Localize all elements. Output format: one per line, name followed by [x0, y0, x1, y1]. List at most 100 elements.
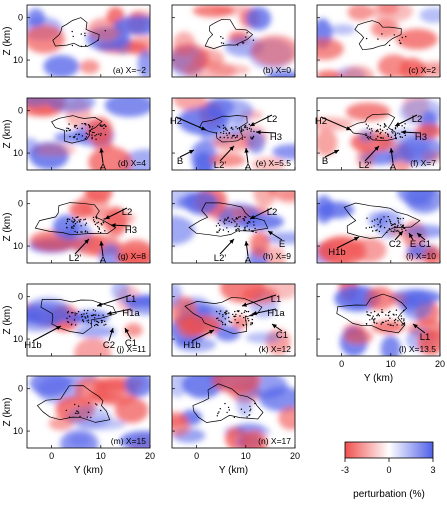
panel-label: (m) X=15 [111, 436, 146, 446]
panel-label: (c) X=2 [408, 65, 436, 75]
panel: (k) X=12 L1 H1a H1b C1 [171, 283, 296, 357]
hypocenters [220, 32, 255, 46]
annotation: H1b [183, 329, 215, 351]
y-tick-label: 0 [18, 292, 23, 302]
annotation-label: L2 [267, 114, 278, 125]
panel-label: (g) X=8 [118, 251, 146, 261]
annotation-label: E [279, 239, 285, 250]
annotation-label: H1b [183, 340, 200, 351]
annotation-label: A [100, 255, 107, 266]
annotation-label: H3 [415, 132, 427, 143]
annotation-label: E [410, 239, 416, 250]
x-tick-label: 10 [96, 451, 106, 461]
annotation: L2 [394, 114, 423, 127]
y-tick-label: 10 [13, 241, 23, 251]
annotation: H1b [24, 325, 62, 351]
perturbation-field [317, 5, 440, 77]
annotation-label: A [245, 162, 252, 173]
annotation-label: H1b [24, 340, 41, 351]
perturbation-field [27, 6, 150, 77]
panel: 0 10 20 (l) X=13.5L1 [316, 283, 445, 369]
annotation-label: L1 [126, 294, 137, 305]
panel-frame [171, 4, 296, 78]
annotation: L2 [104, 207, 132, 220]
annotation-label: H1a [267, 308, 285, 319]
annotation-label: L2 [412, 114, 423, 125]
annotation: C1 [271, 323, 288, 341]
perturbation-field [29, 191, 150, 263]
hypocenters [365, 309, 406, 327]
annotation-label: B [177, 156, 183, 167]
perturbation-field [172, 376, 295, 448]
panel-frame [316, 97, 441, 171]
hypocenters [65, 123, 107, 140]
y-tick-label: 10 [13, 55, 23, 65]
panel: 0 10 (a) X=−2 [13, 4, 151, 78]
annotation: H3 [255, 130, 282, 143]
panel-label: (e) X=5.5 [256, 158, 291, 168]
hypocenters [65, 402, 102, 419]
perturbation-field [334, 284, 440, 356]
annotation: E [408, 232, 416, 250]
x-tick-label: 20 [435, 359, 445, 369]
y-tick-label: 10 [13, 148, 23, 158]
annotation-label: L2' [69, 253, 82, 264]
region-outline [40, 299, 117, 334]
x-tick-label: 10 [241, 451, 251, 461]
annotation-label: C1 [276, 330, 288, 341]
annotation-label: C1 [419, 239, 431, 250]
panel: (h) X=9 L2 E L2' A [171, 190, 296, 266]
region-outline [52, 17, 100, 48]
annotation: A [244, 240, 252, 266]
region-outline [34, 202, 117, 236]
colorbar: -3 0 3 perturbation (%) [341, 441, 436, 500]
panel-label: (h) X=9 [263, 251, 291, 261]
annotation: H1a [106, 308, 140, 319]
panel-label: (a) X=−2 [113, 65, 146, 75]
annotation: L1 [412, 323, 430, 343]
panel-frame [316, 4, 441, 78]
hypocenters [65, 216, 106, 234]
annotation-label: H3 [270, 132, 282, 143]
annotation-label: A [100, 162, 107, 173]
x-tick-label: 0 [194, 451, 199, 461]
annotation-label: A [245, 255, 252, 266]
annotation-label: H1b [328, 247, 345, 258]
annotation-label: B [322, 156, 328, 167]
hypocenters [215, 310, 254, 327]
colorbar-tick-max: 3 [430, 465, 435, 475]
x-axis-label: Y (km) [74, 465, 103, 476]
hypocenters [365, 123, 407, 140]
annotation: C1 [124, 327, 137, 349]
x-tick-label: 0 [49, 451, 54, 461]
region-outline [204, 18, 254, 49]
colorbar-tick-min: -3 [341, 465, 349, 475]
x-tick-label: 20 [290, 451, 300, 461]
panel: 0 10 0 10 20 (m) X=15 [13, 375, 155, 461]
annotation: L2' [214, 238, 235, 264]
annotation: A [99, 147, 107, 173]
annotation: E [267, 230, 285, 250]
panel-frame [26, 375, 151, 449]
annotation: H3 [110, 223, 137, 236]
panel: 0 10 (j) X=11 L1 H1a H1b C2 C1 [13, 283, 151, 357]
annotation-label: L2 [267, 207, 278, 218]
y-axis-label: Z (km) [2, 213, 13, 242]
panel-frame [26, 283, 151, 357]
annotation: L1 [96, 294, 137, 307]
region-outline [343, 202, 421, 239]
panel: (i) X=10 H1b C2 E C1 [316, 190, 441, 264]
panel-frame [171, 283, 296, 357]
y-tick-label: 0 [18, 106, 23, 116]
panel: (b) X=0 [171, 4, 296, 78]
annotation: C2 [389, 230, 404, 250]
perturbation-field [172, 284, 295, 355]
x-tick-label: 20 [145, 451, 155, 461]
annotation: L2' [359, 145, 380, 171]
hypocenters [215, 216, 257, 233]
panel: 0 10 (d) X=4 A [13, 97, 151, 173]
annotation: L2' [69, 238, 90, 264]
annotation: H2 [170, 116, 207, 131]
annotation-label: H3 [125, 225, 137, 236]
